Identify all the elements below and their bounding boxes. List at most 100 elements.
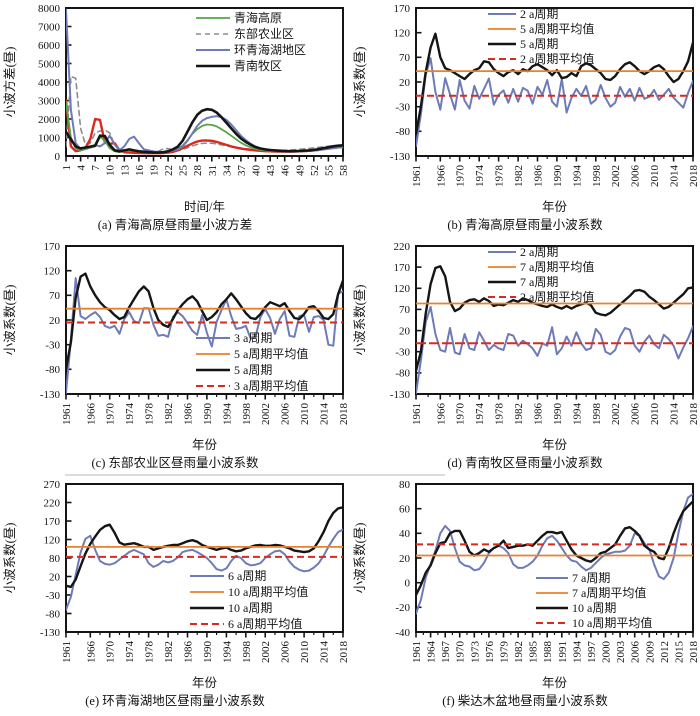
svg-text:2018: 2018: [338, 403, 350, 426]
svg-text:2018: 2018: [688, 165, 700, 188]
svg-text:1986: 1986: [533, 403, 545, 426]
panel-a-wavelet-variance: 0 1000 2000 3000 4000 5000 6000 7000 8000 1 4 7 10 13…: [0, 0, 350, 238]
svg-text:16: 16: [134, 165, 146, 177]
svg-text:2006: 2006: [630, 641, 642, 664]
svg-text:10 a周期: 10 a周期: [572, 601, 616, 615]
svg-text:1961: 1961: [61, 403, 73, 425]
chart-a: 0 1000 2000 3000 4000 5000 6000 7000 8000 1 4 7 10 13…: [0, 0, 350, 218]
svg-text:1978: 1978: [494, 165, 506, 188]
svg-text:0: 0: [55, 151, 61, 163]
svg-text:4: 4: [76, 165, 88, 171]
svg-text:40: 40: [251, 165, 263, 177]
svg-text:170: 170: [394, 3, 411, 15]
svg-text:170: 170: [44, 516, 61, 528]
svg-text:49: 49: [294, 165, 306, 177]
caption-b: (b) 青海高原昼雨量小波系数: [447, 218, 603, 232]
svg-text:80: 80: [399, 479, 411, 491]
caption-f: (f) 柴达木盆地昼雨量小波系数: [442, 694, 608, 708]
panel-d-qingnan-pasture-coeff: -130 -80 -30 20 70 120 170 220 1961 1966 1970 1974 1…: [350, 238, 700, 476]
svg-text:2010: 2010: [649, 165, 661, 188]
watermark-t: T: [583, 452, 594, 471]
svg-text:环青海湖地区: 环青海湖地区: [234, 42, 306, 57]
svg-text:-80: -80: [395, 126, 410, 138]
svg-text:1979: 1979: [499, 641, 511, 664]
svg-text:1998: 1998: [591, 403, 603, 426]
svg-text:2002: 2002: [260, 403, 272, 425]
svg-text:-80: -80: [395, 368, 410, 380]
svg-text:1961: 1961: [411, 403, 423, 425]
svg-text:年份: 年份: [542, 676, 568, 690]
svg-text:1982: 1982: [163, 403, 175, 425]
panel-f-qaidam-basin-coeff: -40 -20 0 20 40 60 80 1961 1964 1967 1970 1973 1976 1…: [350, 476, 700, 714]
svg-text:34: 34: [221, 165, 233, 177]
svg-text:-40: -40: [395, 627, 410, 639]
svg-text:43: 43: [265, 165, 277, 177]
svg-text:270: 270: [44, 479, 61, 491]
svg-text:1974: 1974: [474, 165, 486, 188]
svg-text:37: 37: [236, 165, 248, 177]
svg-text:20: 20: [49, 315, 61, 327]
svg-text:7 a周期平均值: 7 a周期平均值: [520, 259, 594, 274]
svg-text:年份: 年份: [542, 438, 568, 452]
svg-text:1961: 1961: [411, 641, 423, 663]
svg-text:年份: 年份: [192, 676, 218, 690]
svg-text:-20: -20: [395, 602, 410, 614]
svg-text:70: 70: [399, 52, 411, 64]
svg-text:2 a周期: 2 a周期: [520, 245, 558, 259]
svg-text:19: 19: [149, 165, 161, 177]
svg-text:5 a周期平均值: 5 a周期平均值: [234, 346, 308, 361]
svg-text:120: 120: [44, 266, 61, 278]
panel-c-eastern-agric-coeff: -130 -80 -30 20 70 120 170 1961 1966 1970 1974 1978…: [0, 238, 350, 476]
svg-text:-130: -130: [40, 389, 61, 401]
svg-text:6 a周期平均值: 6 a周期平均值: [228, 616, 302, 631]
svg-text:120: 120: [44, 534, 61, 546]
svg-text:4000: 4000: [38, 77, 61, 89]
svg-text:10 a周期平均值: 10 a周期平均值: [572, 615, 652, 630]
svg-text:70: 70: [49, 290, 61, 302]
chart-f: -40 -20 0 20 40 60 80 1961 1964 1967 1970 1973 1976 1…: [350, 476, 700, 694]
svg-text:5 a周期: 5 a周期: [520, 37, 558, 51]
svg-text:-130: -130: [390, 151, 411, 163]
svg-text:1978: 1978: [144, 641, 156, 664]
svg-text:1986: 1986: [183, 403, 195, 426]
svg-text:1985: 1985: [528, 641, 540, 664]
svg-text:1994: 1994: [221, 403, 233, 426]
svg-text:20: 20: [49, 571, 61, 583]
svg-text:2002: 2002: [610, 403, 622, 425]
svg-text:1973: 1973: [469, 641, 481, 664]
svg-text:2018: 2018: [688, 403, 700, 426]
svg-text:2002: 2002: [260, 641, 272, 663]
svg-text:1970: 1970: [105, 641, 117, 664]
svg-text:2015: 2015: [673, 641, 685, 664]
svg-text:1970: 1970: [105, 403, 117, 426]
svg-text:1982: 1982: [513, 403, 525, 425]
svg-text:13: 13: [119, 165, 131, 177]
svg-text:2 a周期平均值: 2 a周期平均值: [520, 289, 594, 304]
svg-text:5000: 5000: [38, 58, 61, 70]
svg-text:1998: 1998: [241, 403, 253, 426]
svg-text:1994: 1994: [571, 165, 583, 188]
svg-text:1997: 1997: [586, 641, 598, 664]
svg-text:1982: 1982: [163, 641, 175, 663]
svg-text:青南牧区: 青南牧区: [234, 58, 282, 73]
svg-text:3000: 3000: [38, 95, 61, 107]
panel-e-qinghai-lake-coeff: -130 -80 -30 20 80 120 170 220 270 1961 1966 1970 19…: [0, 476, 350, 714]
svg-text:120: 120: [394, 28, 411, 40]
svg-text:小波系数(昼): 小波系数(昼): [352, 285, 367, 356]
svg-text:20: 20: [399, 325, 411, 337]
svg-text:1990: 1990: [552, 403, 564, 426]
svg-text:1964: 1964: [426, 641, 438, 664]
svg-text:1974: 1974: [124, 403, 136, 426]
svg-text:1974: 1974: [474, 403, 486, 426]
svg-text:1990: 1990: [202, 641, 214, 664]
svg-text:2012: 2012: [659, 641, 671, 663]
svg-text:10 a周期: 10 a周期: [228, 601, 272, 615]
svg-text:3 a周期: 3 a周期: [234, 331, 272, 345]
svg-text:1982: 1982: [513, 641, 525, 663]
svg-text:-30: -30: [45, 590, 60, 602]
svg-text:2014: 2014: [319, 403, 331, 426]
svg-text:220: 220: [44, 497, 61, 509]
svg-text:1994: 1994: [571, 641, 583, 664]
svg-text:7000: 7000: [38, 21, 61, 33]
svg-text:1994: 1994: [571, 403, 583, 426]
